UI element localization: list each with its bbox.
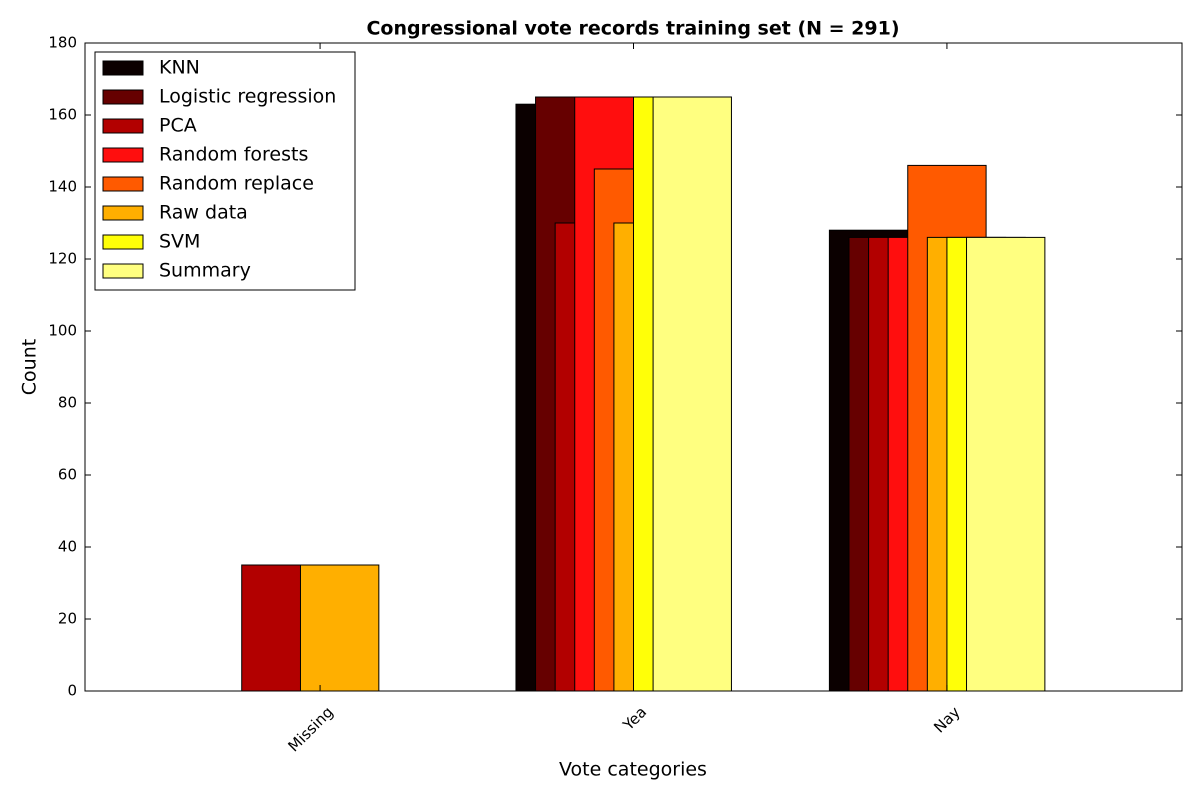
legend-swatch (102, 234, 144, 250)
x-tick-label: Missing (285, 703, 337, 755)
y-tick-label: 40 (58, 538, 77, 556)
y-tick-label: 120 (48, 250, 77, 268)
y-tick-label: 180 (48, 34, 77, 52)
y-tick-label: 100 (48, 322, 77, 340)
legend-label: Logistic regression (159, 86, 336, 108)
legend-label: Raw data (159, 202, 248, 224)
bar (966, 236, 1046, 692)
legend-swatch (102, 205, 144, 221)
x-axis-label: Vote categories (559, 759, 707, 781)
plot-frame (84, 42, 1183, 692)
y-tick-label: 140 (48, 178, 77, 196)
y-tick-label: 0 (67, 682, 77, 700)
bar (299, 564, 380, 692)
legend-label: Random forests (159, 144, 308, 166)
y-axis-label: Count (19, 339, 41, 395)
legend-swatch (102, 263, 144, 279)
y-tick-label: 20 (58, 610, 77, 628)
legend-swatch (102, 89, 144, 105)
bar (652, 96, 732, 692)
x-tick-label: Nay (930, 703, 964, 737)
y-tick-label: 60 (58, 466, 77, 484)
y-tick-label: 80 (58, 394, 77, 412)
legend-swatch (102, 176, 144, 192)
legend: KNN Logistic regression PCA Random forests R… (94, 51, 356, 291)
legend-label: Summary (159, 260, 251, 282)
legend-label: SVM (159, 231, 200, 253)
legend-swatch (102, 60, 144, 76)
chart-title: Congressional vote records training set … (366, 18, 899, 40)
legend-label: Random replace (159, 173, 314, 195)
legend-label: PCA (159, 115, 197, 137)
y-tick-label: 160 (48, 106, 77, 124)
legend-swatch (102, 118, 144, 134)
legend-label: KNN (159, 57, 200, 79)
x-tick-label: Yea (619, 703, 651, 735)
legend-swatch (102, 147, 144, 163)
